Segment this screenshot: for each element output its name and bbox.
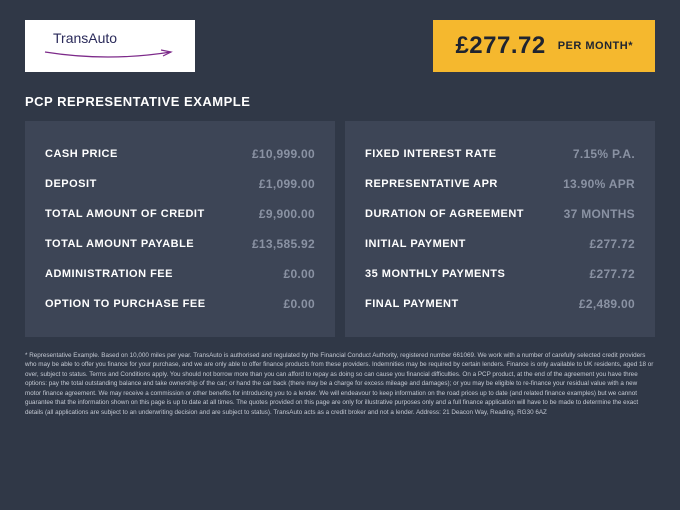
right-column: FIXED INTEREST RATE 7.15% P.A. REPRESENT… <box>345 121 655 337</box>
row-value: £9,900.00 <box>259 207 315 221</box>
finance-row: DEPOSIT £1,099.00 <box>45 169 315 199</box>
finance-row: OPTION TO PURCHASE FEE £0.00 <box>45 289 315 319</box>
row-label: DURATION OF AGREEMENT <box>365 208 524 220</box>
finance-row: ADMINISTRATION FEE £0.00 <box>45 259 315 289</box>
row-value: £1,099.00 <box>259 177 315 191</box>
monthly-price-banner: £277.72 PER MONTH* <box>433 20 655 72</box>
finance-row: TOTAL AMOUNT PAYABLE £13,585.92 <box>45 229 315 259</box>
row-label: INITIAL PAYMENT <box>365 238 466 250</box>
left-column: CASH PRICE £10,999.00 DEPOSIT £1,099.00 … <box>25 121 335 337</box>
row-value: £277.72 <box>590 267 635 281</box>
row-label: FIXED INTEREST RATE <box>365 148 497 160</box>
finance-columns: CASH PRICE £10,999.00 DEPOSIT £1,099.00 … <box>0 121 680 337</box>
finance-row: REPRESENTATIVE APR 13.90% APR <box>365 169 635 199</box>
row-label: TOTAL AMOUNT OF CREDIT <box>45 208 205 220</box>
section-title: PCP REPRESENTATIVE EXAMPLE <box>0 72 680 121</box>
row-value: £2,489.00 <box>579 297 635 311</box>
header: TransAuto £277.72 PER MONTH* <box>0 0 680 72</box>
row-label: FINAL PAYMENT <box>365 298 459 310</box>
brand-name: TransAuto <box>53 30 177 46</box>
finance-row: FINAL PAYMENT £2,489.00 <box>365 289 635 319</box>
row-value: £13,585.92 <box>252 237 315 251</box>
finance-row: FIXED INTEREST RATE 7.15% P.A. <box>365 139 635 169</box>
price-per-label: PER MONTH* <box>558 40 633 52</box>
row-value: 37 MONTHS <box>564 207 635 221</box>
row-value: £277.72 <box>590 237 635 251</box>
brand-logo: TransAuto <box>25 20 195 72</box>
finance-row: CASH PRICE £10,999.00 <box>45 139 315 169</box>
row-value: £0.00 <box>283 267 315 281</box>
row-value: 13.90% APR <box>563 177 635 191</box>
finance-row: DURATION OF AGREEMENT 37 MONTHS <box>365 199 635 229</box>
brand-swoosh-icon <box>43 48 173 60</box>
finance-row: INITIAL PAYMENT £277.72 <box>365 229 635 259</box>
disclaimer-text: * Representative Example. Based on 10,00… <box>0 337 680 417</box>
row-label: CASH PRICE <box>45 148 118 160</box>
row-label: TOTAL AMOUNT PAYABLE <box>45 238 194 250</box>
row-label: 35 MONTHLY PAYMENTS <box>365 268 505 280</box>
finance-row: 35 MONTHLY PAYMENTS £277.72 <box>365 259 635 289</box>
row-label: OPTION TO PURCHASE FEE <box>45 298 206 310</box>
price-amount: £277.72 <box>455 32 545 60</box>
row-label: REPRESENTATIVE APR <box>365 178 498 190</box>
row-value: £0.00 <box>283 297 315 311</box>
row-value: 7.15% P.A. <box>573 147 635 161</box>
row-value: £10,999.00 <box>252 147 315 161</box>
row-label: DEPOSIT <box>45 178 97 190</box>
finance-row: TOTAL AMOUNT OF CREDIT £9,900.00 <box>45 199 315 229</box>
row-label: ADMINISTRATION FEE <box>45 268 173 280</box>
